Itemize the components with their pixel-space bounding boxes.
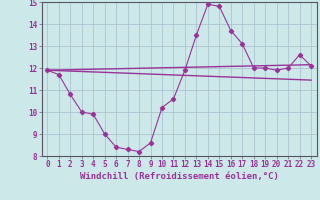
X-axis label: Windchill (Refroidissement éolien,°C): Windchill (Refroidissement éolien,°C) <box>80 172 279 181</box>
